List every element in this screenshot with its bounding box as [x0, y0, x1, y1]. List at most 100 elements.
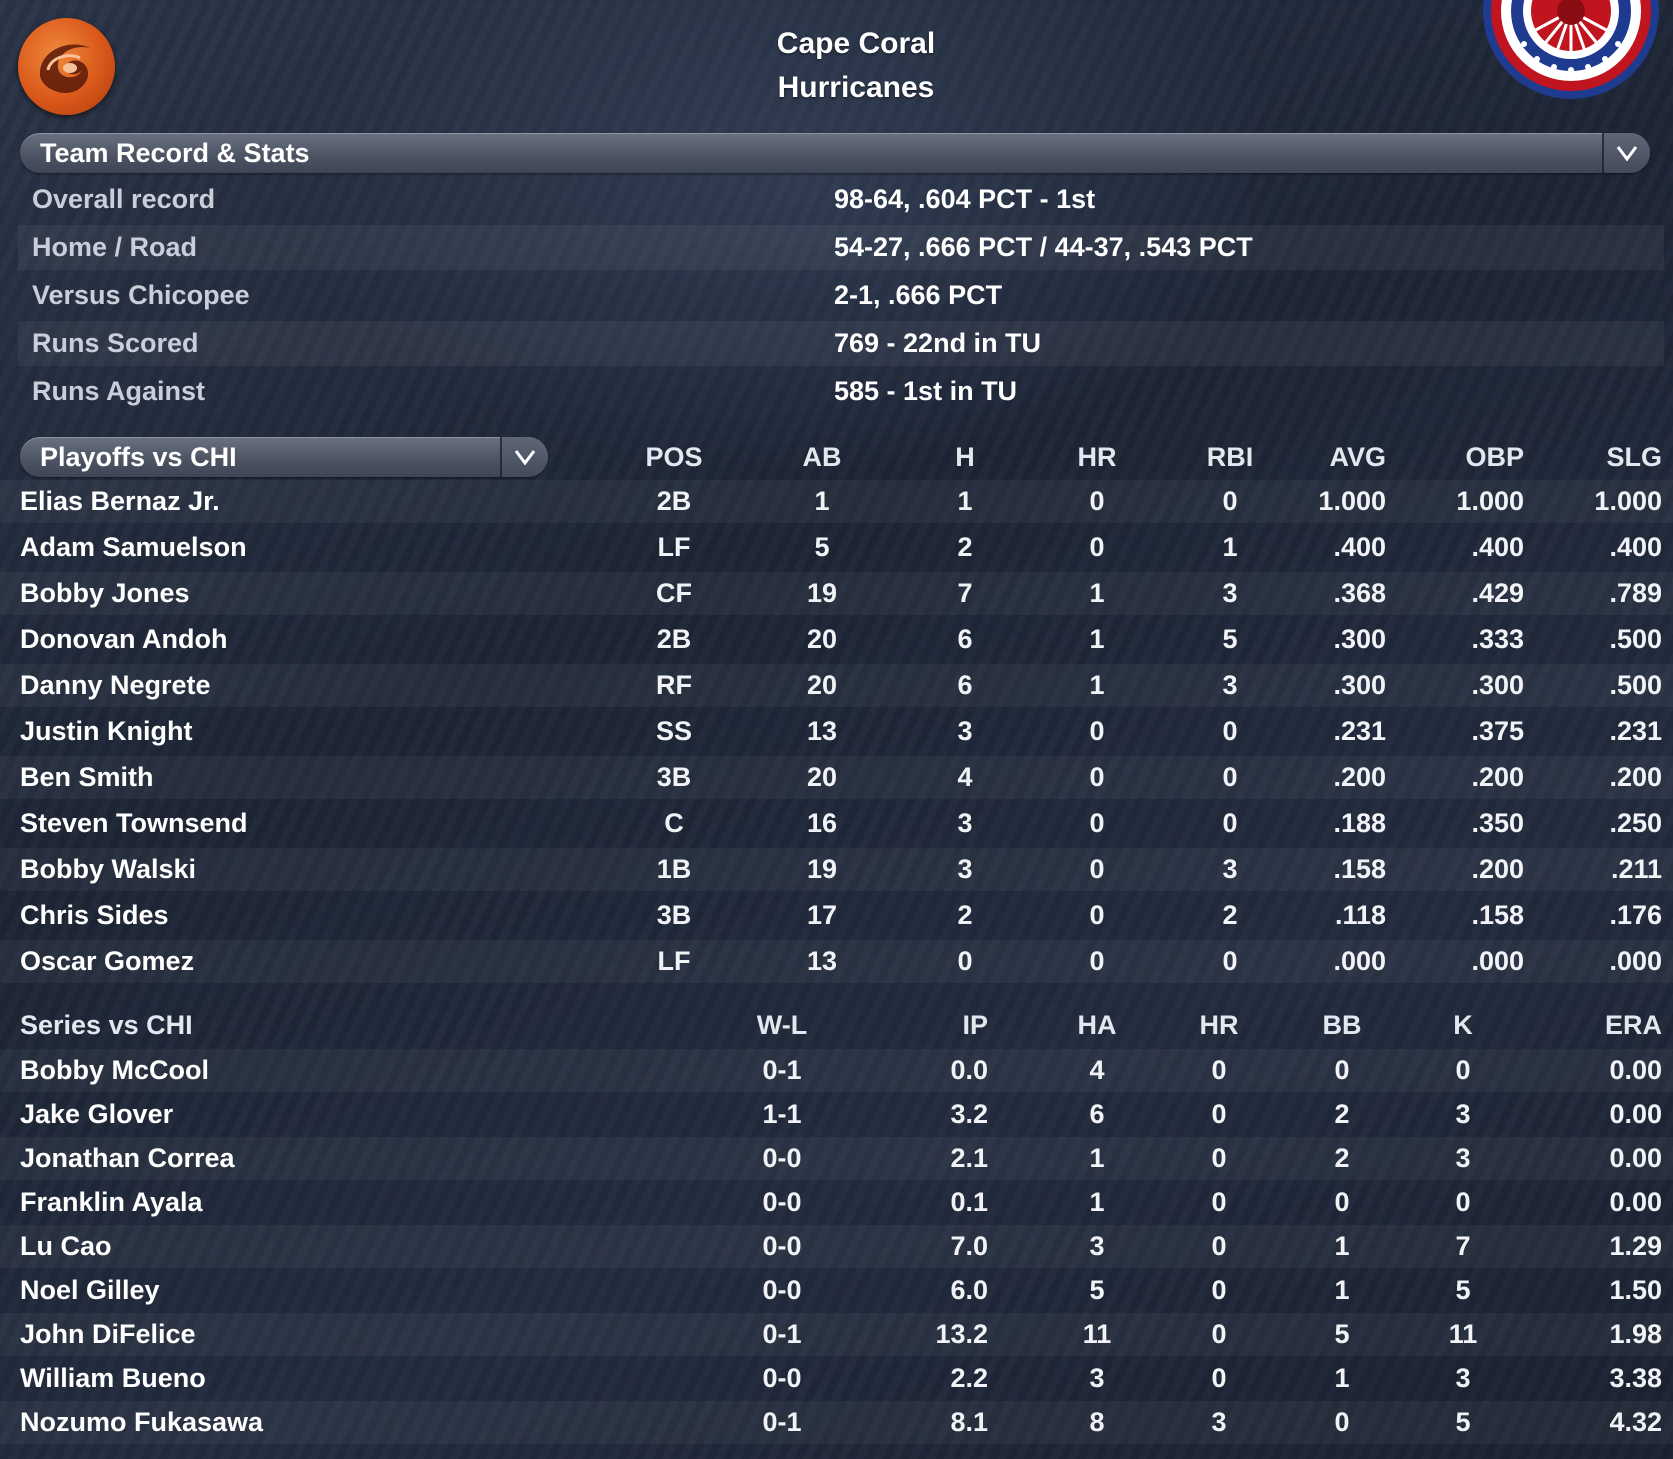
pitching-row[interactable]: Jake Glover 1-1 3.2 6 0 2 3 0.00 [0, 1093, 1673, 1136]
pitching-row[interactable]: Lu Cao 0-0 7.0 3 0 1 7 1.29 [0, 1225, 1673, 1268]
stat-obp: .350 [1471, 808, 1524, 838]
batting-view-dropdown[interactable]: Playoffs vs CHI [20, 437, 548, 477]
stat-obp: .300 [1471, 670, 1524, 700]
batting-row[interactable]: Justin Knight SS 13 3 0 0 .231 .375 .231 [0, 710, 1673, 753]
stat-ha: 3 [1089, 1363, 1105, 1393]
stat-wl: 0-0 [762, 1363, 802, 1393]
pitching-row[interactable]: Jonathan Correa 0-0 2.1 1 0 2 3 0.00 [0, 1137, 1673, 1180]
col-header-slg[interactable]: SLG [1606, 442, 1662, 472]
stat-obp: .375 [1471, 716, 1524, 746]
col-header-wl[interactable]: W-L [756, 1010, 808, 1040]
stat-wl: 0-0 [762, 1231, 802, 1261]
pitcher-name[interactable]: William Bueno [20, 1363, 206, 1393]
record-row: Versus Chicopee 2-1, .666 PCT [18, 273, 1664, 318]
pitching-row[interactable]: Bobby McCool 0-1 0.0 4 0 0 0 0.00 [0, 1049, 1673, 1092]
col-header-obp[interactable]: OBP [1465, 442, 1524, 472]
col-header-ab[interactable]: AB [802, 442, 842, 472]
stat-obp: .400 [1471, 532, 1524, 562]
player-name[interactable]: Donovan Andoh [20, 624, 228, 654]
player-name[interactable]: Elias Bernaz Jr. [20, 486, 220, 516]
stat-ab: 19 [806, 578, 838, 608]
pitcher-name[interactable]: Lu Cao [20, 1231, 112, 1261]
player-name[interactable]: Bobby Jones [20, 578, 190, 608]
player-name[interactable]: Adam Samuelson [20, 532, 247, 562]
pitching-row[interactable]: Noel Gilley 0-0 6.0 5 0 1 5 1.50 [0, 1269, 1673, 1312]
pitching-row[interactable]: Nozumo Fukasawa 0-1 8.1 8 3 0 5 4.32 [0, 1401, 1673, 1444]
stat-slg: .500 [1609, 624, 1662, 654]
stat-rbi: 3 [1222, 854, 1238, 884]
stat-avg: .000 [1333, 946, 1386, 976]
batting-row[interactable]: Ben Smith 3B 20 4 0 0 .200 .200 .200 [0, 756, 1673, 799]
stat-k: 5 [1455, 1407, 1471, 1437]
stat-rbi: 0 [1222, 716, 1238, 746]
pitcher-name[interactable]: Jake Glover [20, 1099, 174, 1129]
batting-row[interactable]: Bobby Walski 1B 19 3 0 3 .158 .200 .211 [0, 848, 1673, 891]
player-name[interactable]: Chris Sides [20, 900, 169, 930]
pitcher-name[interactable]: Bobby McCool [20, 1055, 209, 1085]
pitcher-name[interactable]: John DiFelice [20, 1319, 196, 1349]
batting-row[interactable]: Danny Negrete RF 20 6 1 3 .300 .300 .500 [0, 664, 1673, 707]
hurricane-logo-icon[interactable] [18, 18, 115, 115]
stat-avg: .118 [1334, 900, 1386, 930]
player-name[interactable]: Ben Smith [20, 762, 154, 792]
pitcher-name[interactable]: Noel Gilley [20, 1275, 160, 1305]
player-name[interactable]: Steven Townsend [20, 808, 248, 838]
record-view-dropdown[interactable]: Team Record & Stats [20, 133, 1650, 173]
stat-hr: 3 [1211, 1407, 1227, 1437]
col-header-ha[interactable]: HA [1077, 1010, 1117, 1040]
stat-k: 5 [1455, 1275, 1471, 1305]
stat-obp: .158 [1471, 900, 1524, 930]
stat-ab: 20 [806, 670, 838, 700]
stat-obp: .200 [1471, 854, 1524, 884]
stat-bb: 1 [1334, 1363, 1350, 1393]
batting-row[interactable]: Steven Townsend C 16 3 0 0 .188 .350 .250 [0, 802, 1673, 845]
pitching-row[interactable]: John DiFelice 0-1 13.2 11 0 5 11 1.98 [0, 1313, 1673, 1356]
player-name[interactable]: Justin Knight [20, 716, 193, 746]
batting-row[interactable]: Oscar Gomez LF 13 0 0 0 .000 .000 .000 [0, 940, 1673, 983]
batting-row[interactable]: Donovan Andoh 2B 20 6 1 5 .300 .333 .500 [0, 618, 1673, 661]
pitcher-name[interactable]: Jonathan Correa [20, 1143, 235, 1173]
stat-avg: .368 [1333, 578, 1386, 608]
col-header-rbi[interactable]: RBI [1206, 442, 1254, 472]
col-header-h[interactable]: H [955, 442, 975, 472]
col-header-pos[interactable]: POS [645, 442, 703, 472]
stat-obp: .333 [1471, 624, 1524, 654]
stat-hr: 0 [1089, 854, 1105, 884]
stat-ab: 13 [806, 716, 838, 746]
record-value: 54-27, .666 PCT / 44-37, .543 PCT [834, 232, 1253, 262]
stat-pos: 2B [656, 624, 692, 654]
batting-row[interactable]: Bobby Jones CF 19 7 1 3 .368 .429 .789 [0, 572, 1673, 615]
stat-ip: 13.2 [935, 1319, 988, 1349]
batting-row[interactable]: Chris Sides 3B 17 2 0 2 .118 .158 .176 [0, 894, 1673, 937]
batting-view-dropdown-button[interactable] [500, 437, 548, 477]
stat-avg: 1.000 [1318, 486, 1386, 516]
pitching-title: Series vs CHI [20, 1010, 193, 1040]
stat-rbi: 0 [1222, 946, 1238, 976]
pitching-row[interactable]: William Bueno 0-0 2.2 3 0 1 3 3.38 [0, 1357, 1673, 1400]
pitcher-name[interactable]: Franklin Ayala [20, 1187, 203, 1217]
batting-row[interactable]: Elias Bernaz Jr. 2B 1 1 0 0 1.000 1.000 1.000 [0, 480, 1673, 523]
col-header-ip[interactable]: IP [962, 1010, 988, 1040]
player-name[interactable]: Danny Negrete [20, 670, 211, 700]
pitching-row[interactable]: Franklin Ayala 0-0 0.1 1 0 0 0 0.00 [0, 1181, 1673, 1224]
col-header-hr[interactable]: HR [1077, 442, 1117, 472]
stat-bb: 0 [1334, 1055, 1350, 1085]
pitcher-name[interactable]: Nozumo Fukasawa [20, 1407, 264, 1437]
col-header-bb[interactable]: BB [1322, 1010, 1362, 1040]
record-row: Home / Road 54-27, .666 PCT / 44-37, .54… [18, 225, 1664, 270]
player-name[interactable]: Oscar Gomez [20, 946, 195, 976]
col-header-avg[interactable]: AVG [1329, 442, 1386, 472]
stat-ab: 16 [806, 808, 838, 838]
stat-hr: 0 [1211, 1319, 1227, 1349]
stat-pos: SS [655, 716, 693, 746]
record-view-dropdown-label: Team Record & Stats [40, 138, 310, 168]
col-header-hr-allowed[interactable]: HR [1199, 1010, 1239, 1040]
batting-row[interactable]: Adam Samuelson LF 5 2 0 1 .400 .400 .400 [0, 526, 1673, 569]
record-view-dropdown-button[interactable] [1602, 133, 1650, 173]
col-header-era[interactable]: ERA [1604, 1010, 1662, 1040]
stat-h: 3 [957, 808, 973, 838]
col-header-k[interactable]: K [1453, 1010, 1473, 1040]
stat-rbi: 3 [1222, 578, 1238, 608]
player-name[interactable]: Bobby Walski [20, 854, 197, 884]
stat-bb: 2 [1334, 1099, 1350, 1129]
